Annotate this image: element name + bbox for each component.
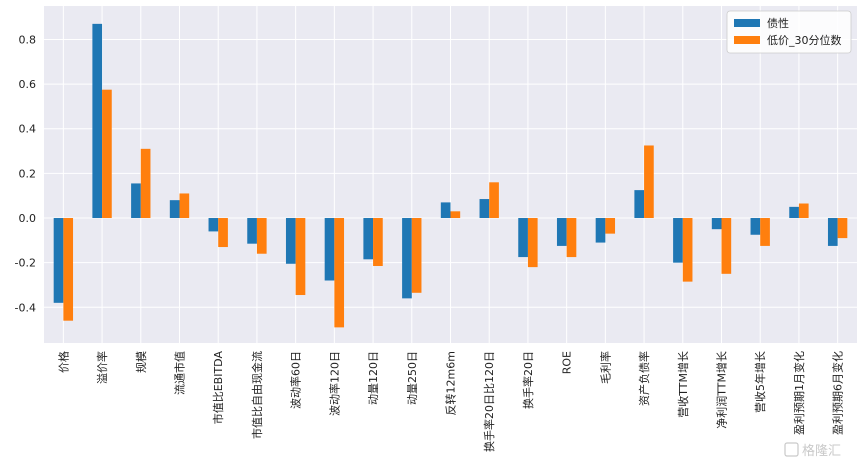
x-tick-label: 盈利预期6月变化: [831, 351, 845, 435]
bars: [53, 23, 848, 328]
bar-debt: [363, 218, 374, 260]
y-tick-label: 0.4: [19, 123, 37, 136]
x-axis-ticks: 价格 溢价率 规模 流通市值 市值比EBITDA 市值比自由现金流 波动率60日 波动率120…: [56, 351, 844, 452]
y-axis-ticks: -0.4 -0.2 0.0 0.2 0.4 0.6 0.8: [15, 33, 36, 314]
bar-lowprice: [295, 218, 306, 296]
bar-debt: [92, 23, 103, 219]
x-tick-label: 溢价率: [95, 351, 109, 384]
bar-debt: [789, 206, 799, 219]
bar-lowprice: [450, 211, 461, 219]
legend: 债性 低价_30分位数: [726, 10, 852, 54]
bar-lowprice: [837, 218, 848, 239]
y-tick-label: -0.4: [15, 301, 36, 314]
bar-debt: [673, 218, 683, 263]
x-tick-label: 营收5年增长: [753, 351, 767, 413]
bar-lowprice: [644, 145, 654, 219]
watermark-logo-icon: [784, 442, 799, 457]
x-tick-label: 动量120日: [367, 351, 380, 405]
bar-lowprice: [721, 218, 732, 274]
x-tick-label: 波动率120日: [327, 351, 341, 416]
x-tick-label: 净利润TTM增长: [715, 351, 729, 429]
bar-debt: [711, 218, 722, 230]
bar-lowprice: [140, 148, 151, 219]
bar-lowprice: [527, 218, 538, 268]
bar-debt: [750, 218, 761, 235]
bar-lowprice: [102, 89, 112, 219]
x-tick-label: 波动率60日: [289, 351, 303, 409]
x-tick-label: 动量250日: [406, 351, 419, 405]
bar-lowprice: [411, 218, 422, 293]
bar-lowprice: [682, 218, 693, 282]
x-tick-label: 毛利率: [598, 351, 612, 384]
y-tick-label: 0.8: [19, 33, 37, 46]
bar-lowprice: [256, 218, 267, 254]
bar-lowprice: [334, 218, 345, 328]
x-tick-label: 盈利预期1月变化: [792, 351, 806, 435]
bar-debt: [556, 218, 567, 246]
bar-debt: [247, 218, 257, 244]
x-tick-label: 营收TTM增长: [676, 351, 690, 418]
x-tick-label: 流通市值: [173, 351, 187, 395]
bar-debt: [169, 200, 180, 219]
watermark: 格隆汇: [784, 442, 841, 459]
bar-lowprice: [760, 218, 770, 246]
x-tick-label: 换手率20日: [521, 351, 535, 409]
legend-swatch-lowprice: [734, 36, 760, 44]
x-tick-label: 规模: [134, 351, 148, 373]
watermark-text: 格隆汇: [802, 443, 841, 459]
bar-debt: [518, 218, 528, 258]
legend-swatch-debt: [734, 19, 760, 27]
bar-debt: [402, 218, 412, 299]
y-tick-label: -0.2: [15, 257, 36, 270]
bar-lowprice: [605, 218, 616, 234]
bar-debt: [479, 199, 490, 219]
y-tick-label: 0.0: [19, 212, 37, 225]
legend-label-lowprice: 低价_30分位数: [767, 33, 842, 47]
bar-debt: [827, 218, 838, 246]
bar-lowprice: [218, 218, 228, 248]
bar-debt: [131, 183, 141, 219]
x-tick-label: 市值比自由现金流: [250, 351, 264, 439]
bar-lowprice: [566, 218, 577, 258]
x-tick-label: 市值比EBITDA: [211, 351, 225, 425]
bar-lowprice: [373, 218, 383, 267]
bar-debt: [324, 218, 335, 281]
bar-debt: [440, 202, 451, 219]
x-tick-label: 反转12m6m: [444, 351, 458, 415]
x-tick-label: 资产负债率: [637, 351, 651, 406]
bar-lowprice: [179, 193, 190, 219]
bar-debt: [595, 218, 606, 243]
y-tick-label: 0.6: [19, 78, 37, 91]
x-tick-label: 价格: [56, 351, 70, 373]
x-tick-label: 换手率20日比120日: [482, 351, 496, 452]
bar-debt: [53, 218, 64, 303]
legend-label-debt: 债性: [767, 16, 789, 30]
bar-debt: [208, 218, 219, 232]
x-tick-label: ROE: [561, 351, 574, 374]
bar-lowprice: [798, 203, 809, 219]
y-tick-label: 0.2: [19, 167, 37, 180]
bar-debt: [285, 218, 296, 264]
bar-lowprice: [489, 182, 499, 219]
bar-lowprice: [63, 218, 74, 321]
bar-debt: [634, 190, 645, 219]
